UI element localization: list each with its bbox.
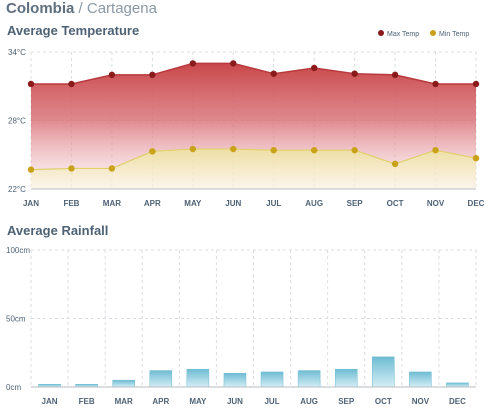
- min-temp-point: [27, 166, 35, 173]
- min-temp-point: [270, 146, 277, 154]
- x-tick-label: MAR: [115, 397, 133, 406]
- rainfall-bar: [372, 356, 395, 388]
- x-tick-label: DEC: [468, 199, 485, 208]
- min-temp-area: [31, 149, 476, 189]
- y-tick-label: 50cm: [6, 315, 26, 324]
- max-temp-point: [189, 60, 197, 67]
- max-temp-point: [108, 71, 116, 79]
- max-temp-point: [432, 80, 439, 88]
- x-tick-label: JAN: [42, 397, 58, 406]
- y-tick-label: 28°C: [8, 117, 26, 126]
- rainfall-chart-title: Average Rainfall: [7, 223, 109, 238]
- legend-marker: [430, 30, 436, 36]
- legend-label: Min Temp: [439, 31, 469, 38]
- x-tick-label: JUL: [264, 397, 279, 406]
- min-temp-line: [30, 148, 477, 171]
- max-temp-point: [270, 70, 277, 77]
- rainfall-bar: [334, 368, 358, 388]
- min-temp-point: [472, 154, 480, 162]
- max-temp-point: [351, 70, 358, 77]
- min-temp-point: [310, 146, 318, 154]
- x-tick-label: AUG: [305, 199, 323, 208]
- y-tick-label: 34°C: [8, 48, 26, 57]
- y-tick-label: 22°C: [8, 185, 26, 194]
- max-temp-point: [391, 71, 399, 79]
- x-tick-label: MAR: [103, 199, 121, 208]
- y-tick-label: 100cm: [6, 246, 30, 255]
- x-tick-label: SEP: [338, 397, 355, 406]
- x-tick-label: JUL: [266, 199, 281, 208]
- rainfall-bar: [260, 371, 284, 388]
- rainfall-bar: [223, 373, 247, 388]
- country-name: Colombia: [6, 0, 75, 17]
- x-tick-label: SEP: [347, 199, 364, 208]
- x-tick-label: FEB: [79, 397, 95, 406]
- x-tick-label: MAY: [189, 397, 207, 406]
- x-tick-label: JUN: [225, 199, 241, 208]
- x-tick-label: NOV: [427, 199, 445, 208]
- rainfall-bar: [446, 382, 469, 388]
- max-temp-point: [68, 80, 75, 88]
- x-tick-label: JUN: [227, 397, 243, 406]
- city-name: Cartagena: [86, 0, 157, 17]
- x-tick-label: MAY: [184, 199, 202, 208]
- rainfall-bar: [112, 379, 135, 388]
- x-tick-label: OCT: [387, 199, 404, 208]
- rainfall-chart: 0cm 50cm 100cm JAN FEB MAR APR MAY JUN JUL AUG SEP O…: [6, 246, 477, 406]
- min-temp-point: [230, 145, 237, 153]
- y-tick-label: 0cm: [6, 383, 21, 392]
- legend-label: Max Temp: [387, 31, 419, 38]
- min-temp-point: [149, 148, 156, 155]
- max-temp-point: [310, 64, 318, 72]
- x-tick-label: NOV: [412, 397, 430, 406]
- title-separator: /: [78, 0, 83, 17]
- rainfall-bar: [186, 368, 210, 388]
- min-temp-point: [189, 145, 197, 153]
- rainfall-bar: [409, 371, 432, 388]
- min-temp-point: [391, 160, 399, 168]
- min-temp-point: [432, 146, 439, 154]
- max-temp-point: [472, 80, 480, 88]
- temperature-chart: 22°C 28°C 34°C JAN FEB MAR APR MAY JUN JUL AUG SEP O…: [8, 48, 485, 208]
- page-title: Colombia / Cartagena: [6, 0, 157, 17]
- legend-marker: [378, 30, 384, 36]
- x-tick-label: FEB: [63, 199, 79, 208]
- rainfall-bar: [149, 370, 173, 388]
- temperature-legend: Max Temp Min Temp: [378, 30, 469, 38]
- temperature-chart-title: Average Temperature: [7, 23, 140, 38]
- x-tick-label: AUG: [300, 397, 318, 406]
- max-temp-point: [149, 71, 156, 79]
- x-tick-label: APR: [144, 199, 161, 208]
- x-tick-label: OCT: [375, 397, 392, 406]
- min-temp-point: [68, 165, 75, 172]
- x-tick-label: APR: [152, 397, 169, 406]
- min-temp-point: [351, 146, 358, 154]
- max-temp-point: [230, 60, 237, 67]
- x-tick-label: DEC: [449, 397, 466, 406]
- max-temp-line: [31, 62, 476, 85]
- x-tick-label: JAN: [23, 199, 39, 208]
- max-temp-point: [27, 80, 35, 88]
- min-temp-point: [108, 165, 116, 172]
- rainfall-bar: [297, 370, 321, 388]
